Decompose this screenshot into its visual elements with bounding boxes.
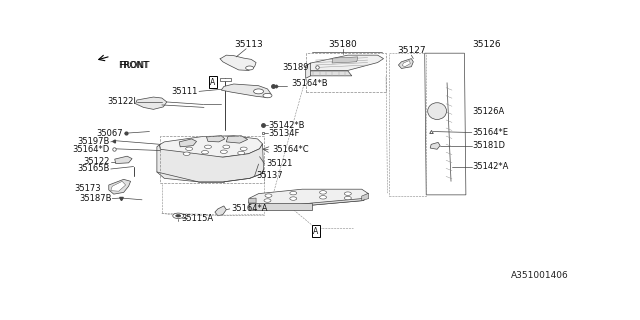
- Circle shape: [246, 66, 253, 70]
- Circle shape: [173, 213, 184, 219]
- Text: 35134F: 35134F: [269, 129, 300, 138]
- Circle shape: [220, 150, 227, 154]
- Polygon shape: [115, 156, 132, 164]
- Bar: [161, 136, 264, 183]
- Circle shape: [344, 192, 351, 195]
- Text: 35142*B: 35142*B: [269, 121, 305, 130]
- Circle shape: [223, 145, 230, 148]
- Text: 35122I: 35122I: [107, 98, 136, 107]
- Polygon shape: [136, 97, 167, 109]
- Text: 35127: 35127: [397, 46, 426, 55]
- Polygon shape: [306, 55, 383, 70]
- Circle shape: [237, 151, 244, 155]
- Circle shape: [344, 196, 351, 200]
- Polygon shape: [362, 193, 369, 201]
- Circle shape: [263, 93, 272, 98]
- Ellipse shape: [428, 103, 447, 119]
- Circle shape: [290, 191, 297, 195]
- Polygon shape: [250, 189, 367, 205]
- Polygon shape: [221, 84, 271, 98]
- Text: 35115A: 35115A: [182, 214, 214, 223]
- Text: 35164*E: 35164*E: [472, 128, 508, 137]
- Polygon shape: [249, 203, 312, 210]
- Text: 35181D: 35181D: [472, 141, 505, 150]
- Polygon shape: [220, 78, 231, 81]
- Bar: [388, 53, 426, 196]
- Circle shape: [205, 145, 211, 148]
- Circle shape: [240, 147, 247, 150]
- Text: A: A: [313, 227, 318, 236]
- Polygon shape: [111, 181, 125, 191]
- Circle shape: [319, 191, 326, 194]
- Text: 35142*A: 35142*A: [472, 162, 508, 171]
- Circle shape: [202, 150, 209, 154]
- Polygon shape: [220, 55, 256, 70]
- Text: 35173: 35173: [74, 184, 101, 193]
- Circle shape: [176, 215, 180, 217]
- Polygon shape: [207, 136, 225, 142]
- Text: 35067: 35067: [97, 129, 123, 138]
- Text: 35164*D: 35164*D: [72, 145, 110, 154]
- Text: 35122: 35122: [83, 157, 110, 166]
- Polygon shape: [249, 193, 367, 210]
- Text: 35180: 35180: [328, 40, 357, 49]
- Text: 35189: 35189: [283, 63, 309, 72]
- Text: 35111: 35111: [172, 87, 198, 96]
- Text: 35164*C: 35164*C: [273, 145, 309, 154]
- Polygon shape: [227, 136, 248, 143]
- Circle shape: [186, 147, 193, 150]
- Circle shape: [265, 194, 272, 197]
- Circle shape: [264, 199, 271, 202]
- Polygon shape: [159, 136, 262, 157]
- Polygon shape: [430, 142, 440, 149]
- Polygon shape: [308, 71, 352, 76]
- Polygon shape: [332, 57, 358, 63]
- Polygon shape: [157, 144, 264, 182]
- Text: FRONT: FRONT: [118, 60, 149, 69]
- Text: 35197B: 35197B: [77, 137, 110, 146]
- Polygon shape: [306, 63, 310, 78]
- Circle shape: [319, 196, 326, 199]
- Text: 35137: 35137: [256, 172, 283, 180]
- Circle shape: [253, 89, 264, 94]
- Text: 35126A: 35126A: [472, 107, 504, 116]
- Text: 35164*B: 35164*B: [291, 79, 328, 88]
- Circle shape: [183, 152, 190, 156]
- Text: A: A: [211, 78, 216, 87]
- Polygon shape: [399, 59, 413, 68]
- Text: 35121: 35121: [266, 159, 292, 168]
- Polygon shape: [179, 139, 196, 147]
- Polygon shape: [403, 60, 410, 67]
- Polygon shape: [249, 198, 256, 203]
- Text: FRONT: FRONT: [118, 60, 148, 69]
- Text: 35126: 35126: [472, 40, 500, 49]
- Text: A351001406: A351001406: [511, 271, 568, 280]
- Text: 35164*A: 35164*A: [231, 204, 268, 213]
- Polygon shape: [109, 179, 131, 194]
- Bar: [306, 53, 386, 92]
- Text: 35165B: 35165B: [77, 164, 110, 173]
- Circle shape: [290, 197, 297, 200]
- Polygon shape: [215, 206, 227, 216]
- Text: 35113: 35113: [234, 40, 263, 49]
- Text: 35187B: 35187B: [80, 194, 112, 203]
